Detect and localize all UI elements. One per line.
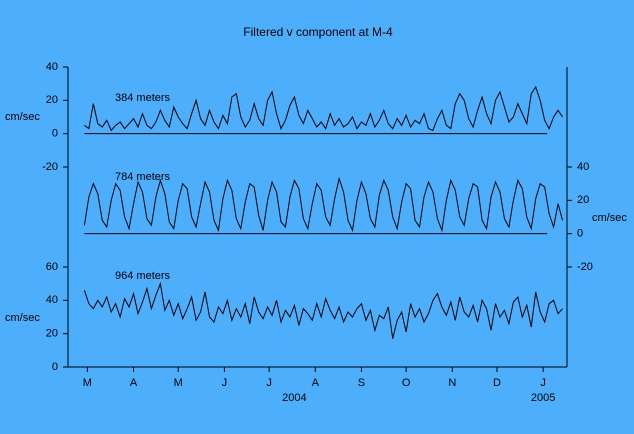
year-label: 2004: [282, 392, 306, 404]
y2-tick-label: 40: [577, 161, 589, 173]
y-tick-label: 20: [46, 328, 58, 340]
x-tick-label: A: [312, 377, 320, 389]
y-axis-label: cm/sec: [5, 111, 40, 123]
y-tick-label: 0: [52, 361, 58, 373]
series-line: [83, 176, 564, 233]
x-tick-label: A: [130, 377, 138, 389]
x-tick-label: M: [83, 377, 92, 389]
y2-tick-label: -20: [577, 261, 593, 273]
series-label: 384 meters: [115, 92, 171, 104]
y-tick-label: 0: [52, 128, 58, 140]
y2-axis-label: cm/sec: [592, 212, 627, 224]
y-tick-label: 40: [46, 294, 58, 306]
x-tick-label: N: [448, 377, 456, 389]
y3-axis-label: cm/sec: [5, 312, 40, 324]
y-tick-label: 20: [46, 94, 58, 106]
series-line: [84, 85, 563, 132]
x-tick-label: D: [493, 377, 501, 389]
series-line: [83, 281, 563, 339]
y2-tick-label: 0: [577, 228, 583, 240]
x-tick-label: S: [358, 377, 365, 389]
x-tick-label: J: [222, 377, 228, 389]
y2-tick-label: 20: [577, 194, 589, 206]
year-label: 2005: [531, 392, 555, 404]
x-tick-label: O: [402, 377, 411, 389]
chart-title: Filtered v component at M-4: [243, 25, 393, 39]
series-label: 964 meters: [115, 270, 171, 282]
x-tick-label: J: [540, 377, 546, 389]
x-tick-label: J: [266, 377, 272, 389]
x-tick-label: M: [174, 377, 183, 389]
y-tick-label: 40: [46, 61, 58, 73]
series-label: 784 meters: [115, 171, 171, 183]
y-tick-label: -20: [42, 161, 58, 173]
y-tick-label: 60: [46, 261, 58, 273]
